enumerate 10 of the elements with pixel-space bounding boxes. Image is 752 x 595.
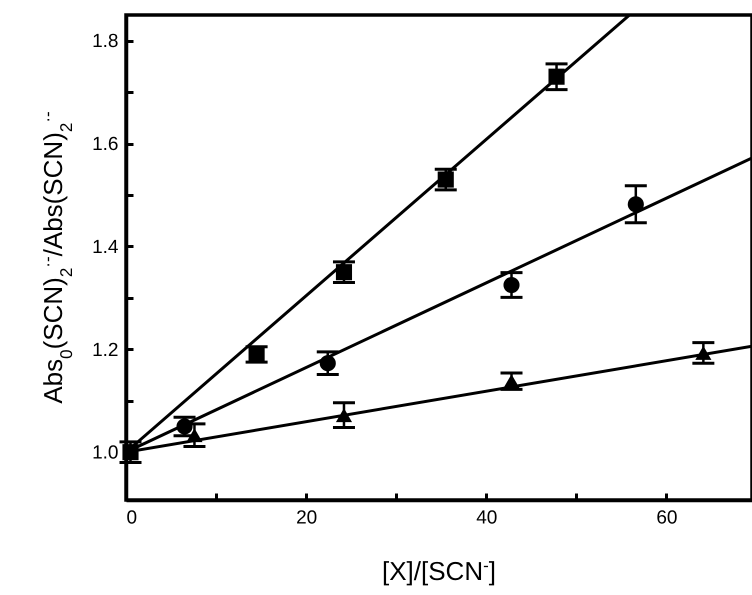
y-tick-label: 1.6 (92, 134, 118, 156)
x-tick-label: 20 (296, 508, 318, 528)
y-tick-label: 1.0 (92, 442, 118, 464)
x-tick-label: 40 (476, 508, 498, 528)
x-tick-label: 0 (126, 508, 138, 528)
x-axis-title: [X]/[SCN$^{-}$] (382, 556, 496, 586)
y-tick-label: 1.2 (92, 340, 118, 361)
y-tick-label: 1.4 (92, 236, 119, 258)
x-tick-label: 60 (656, 508, 678, 528)
y-tick-label: 1.8 (92, 31, 118, 52)
